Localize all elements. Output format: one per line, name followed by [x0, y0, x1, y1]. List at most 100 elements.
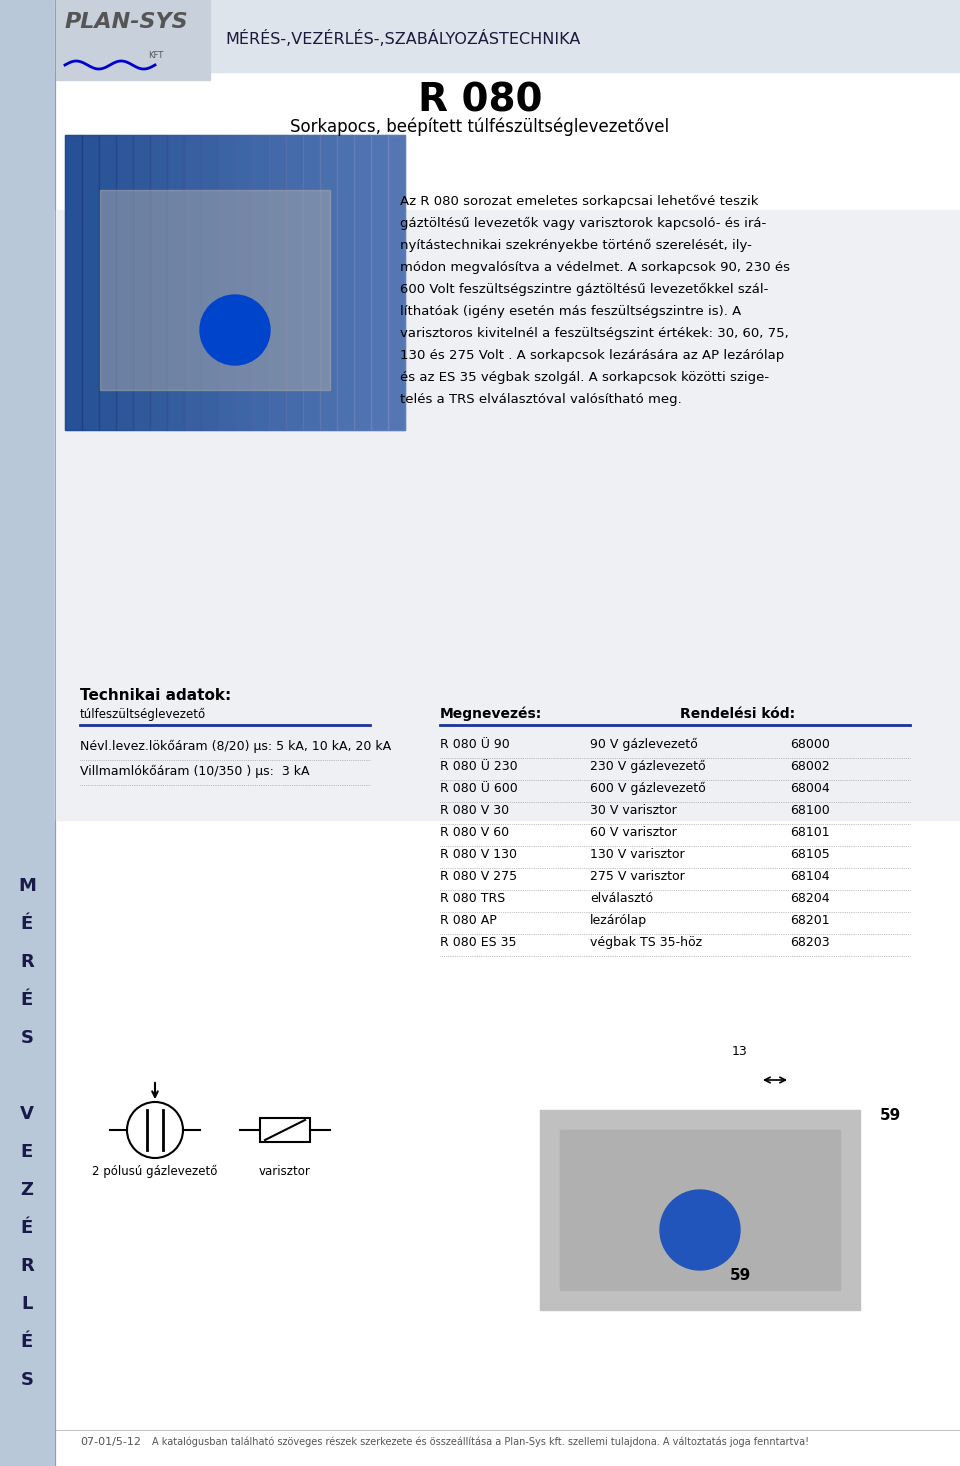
- Text: 60 V varisztor: 60 V varisztor: [590, 825, 677, 839]
- Text: 600 Volt feszültségszintre gáztöltésű levezetőkkel szál-: 600 Volt feszültségszintre gáztöltésű le…: [400, 283, 768, 296]
- Text: líthatóak (igény esetén más feszültségszintre is). A: líthatóak (igény esetén más feszültségsz…: [400, 305, 741, 318]
- Bar: [201, 135, 218, 430]
- Text: 230 V gázlevezető: 230 V gázlevezető: [590, 759, 706, 773]
- Text: R: R: [20, 953, 34, 970]
- Text: Z: Z: [20, 1182, 34, 1199]
- Text: M: M: [18, 877, 36, 896]
- Text: É: É: [21, 1220, 34, 1237]
- Text: Megnevezés:: Megnevezés:: [440, 707, 542, 721]
- Text: R 080 Ü 600: R 080 Ü 600: [440, 781, 517, 795]
- Bar: [167, 135, 184, 430]
- Text: 07-01/5-12: 07-01/5-12: [80, 1437, 141, 1447]
- Bar: [0, 0, 55, 1466]
- Text: 68101: 68101: [790, 825, 829, 839]
- Text: 68104: 68104: [790, 869, 829, 883]
- Text: V: V: [20, 1105, 34, 1123]
- Text: E: E: [21, 1143, 34, 1161]
- Text: Névl.levez.lökőáram (8/20) μs: 5 kA, 10 kA, 20 kA: Névl.levez.lökőáram (8/20) μs: 5 kA, 10 …: [80, 740, 391, 754]
- Bar: [354, 135, 371, 430]
- Bar: [320, 135, 337, 430]
- Text: 68105: 68105: [790, 847, 829, 861]
- Text: lezárólap: lezárólap: [590, 913, 647, 927]
- Text: elválasztó: elválasztó: [590, 891, 653, 905]
- Text: 275 V varisztor: 275 V varisztor: [590, 869, 684, 883]
- Text: és az ES 35 végbak szolgál. A sorkapcsok közötti szige-: és az ES 35 végbak szolgál. A sorkapcsok…: [400, 371, 769, 384]
- Text: PLAN-SYS: PLAN-SYS: [65, 12, 188, 32]
- Bar: [371, 135, 388, 430]
- Text: R 080 V 130: R 080 V 130: [440, 847, 517, 861]
- Bar: [133, 135, 150, 430]
- Bar: [150, 135, 167, 430]
- Bar: [55, 0, 960, 72]
- Text: nyítástechnikai szekrényekbe történő szerelését, ily-: nyítástechnikai szekrényekbe történő sze…: [400, 239, 752, 252]
- Text: R 080 Ü 90: R 080 Ü 90: [440, 737, 510, 751]
- Text: MÉRÉS-,VEZÉRLÉS-,SZABÁLYOZÁSTECHNIKA: MÉRÉS-,VEZÉRLÉS-,SZABÁLYOZÁSTECHNIKA: [225, 29, 581, 47]
- Text: R 080 Ü 230: R 080 Ü 230: [440, 759, 517, 773]
- Text: Technikai adatok:: Technikai adatok:: [80, 688, 231, 704]
- Text: 2 pólusú gázlevezető: 2 pólusú gázlevezető: [92, 1165, 218, 1179]
- Text: 68004: 68004: [790, 781, 829, 795]
- Text: R 080 TRS: R 080 TRS: [440, 891, 505, 905]
- Text: varisztor: varisztor: [259, 1165, 311, 1179]
- Text: túlfeszültséglevezető: túlfeszültséglevezető: [80, 708, 206, 721]
- Text: telés a TRS elválasztóval valósítható meg.: telés a TRS elválasztóval valósítható me…: [400, 393, 682, 406]
- Text: R: R: [20, 1256, 34, 1275]
- Text: Az R 080 sorozat emeletes sorkapcsai lehetővé teszik: Az R 080 sorozat emeletes sorkapcsai leh…: [400, 195, 758, 208]
- Circle shape: [660, 1190, 740, 1270]
- Bar: [388, 135, 405, 430]
- Text: S: S: [20, 1029, 34, 1047]
- Text: R 080 ES 35: R 080 ES 35: [440, 935, 516, 949]
- Bar: [55, 0, 210, 81]
- Text: 68100: 68100: [790, 803, 829, 817]
- Bar: [303, 135, 320, 430]
- Text: végbak TS 35-höz: végbak TS 35-höz: [590, 935, 702, 949]
- Text: 68201: 68201: [790, 913, 829, 927]
- Text: Sorkapocs, beépített túlfészültséglevezetővel: Sorkapocs, beépített túlfészültségleveze…: [291, 117, 669, 136]
- Text: Villmamlókőáram (10/350 ) μs:  3 kA: Villmamlókőáram (10/350 ) μs: 3 kA: [80, 765, 309, 778]
- Text: 59: 59: [879, 1108, 900, 1123]
- Text: É: É: [21, 991, 34, 1009]
- Text: 13: 13: [732, 1045, 748, 1058]
- Text: 68204: 68204: [790, 891, 829, 905]
- Text: 68203: 68203: [790, 935, 829, 949]
- Bar: [252, 135, 269, 430]
- Bar: [65, 135, 82, 430]
- Bar: [218, 135, 235, 430]
- Text: Rendelési kód:: Rendelési kód:: [680, 707, 795, 721]
- Text: R 080 V 275: R 080 V 275: [440, 869, 517, 883]
- Text: R 080 V 30: R 080 V 30: [440, 803, 509, 817]
- Text: R 080: R 080: [418, 81, 542, 119]
- Text: S: S: [20, 1371, 34, 1388]
- Text: módon megvalósítva a védelmet. A sorkapcsok 90, 230 és: módon megvalósítva a védelmet. A sorkapc…: [400, 261, 790, 274]
- Bar: [560, 1130, 840, 1290]
- Bar: [337, 135, 354, 430]
- Text: R 080 V 60: R 080 V 60: [440, 825, 509, 839]
- Text: 130 és 275 Volt . A sorkapcsok lezárására az AP lezárólap: 130 és 275 Volt . A sorkapcsok lezárásár…: [400, 349, 784, 362]
- Text: varisztoros kivitelnél a feszültségszint értékek: 30, 60, 75,: varisztoros kivitelnél a feszültségszint…: [400, 327, 789, 340]
- Text: 600 V gázlevezető: 600 V gázlevezető: [590, 781, 706, 795]
- Text: gáztöltésű levezetők vagy varisztorok kapcsoló- és irá-: gáztöltésű levezetők vagy varisztorok ka…: [400, 217, 766, 230]
- Text: É: É: [21, 1333, 34, 1352]
- Bar: [82, 135, 99, 430]
- Text: 68002: 68002: [790, 759, 829, 773]
- Circle shape: [200, 295, 270, 365]
- Bar: [184, 135, 201, 430]
- Text: L: L: [21, 1294, 33, 1314]
- Text: KFT: KFT: [148, 51, 163, 60]
- Bar: [116, 135, 133, 430]
- Text: 130 V varisztor: 130 V varisztor: [590, 847, 684, 861]
- Bar: [269, 135, 286, 430]
- Text: É: É: [21, 915, 34, 932]
- Bar: [100, 191, 330, 390]
- Text: 90 V gázlevezető: 90 V gázlevezető: [590, 737, 698, 751]
- Bar: [65, 135, 405, 430]
- Bar: [235, 135, 252, 430]
- Bar: [286, 135, 303, 430]
- Text: R 080 AP: R 080 AP: [440, 913, 496, 927]
- Bar: [540, 1110, 860, 1311]
- Bar: [260, 1119, 310, 1142]
- Text: 59: 59: [730, 1268, 751, 1283]
- Bar: [55, 210, 960, 819]
- Text: 68000: 68000: [790, 737, 829, 751]
- Text: 30 V varisztor: 30 V varisztor: [590, 803, 677, 817]
